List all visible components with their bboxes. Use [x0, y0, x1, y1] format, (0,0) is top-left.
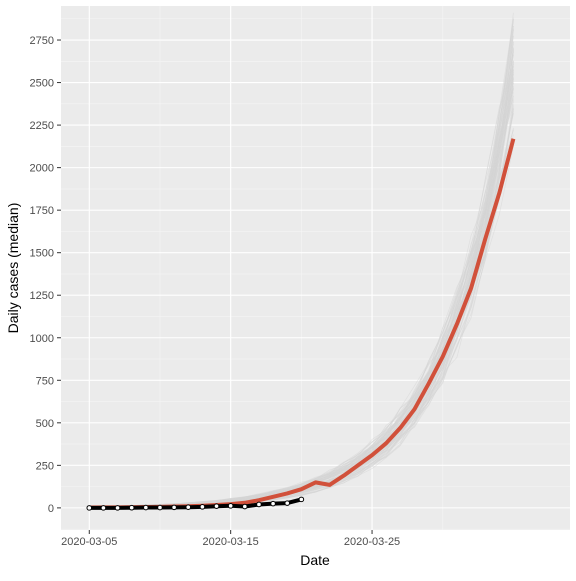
plot-panel [61, 6, 570, 530]
x-tick-label: 2020-03-25 [344, 536, 400, 548]
observed-point [242, 503, 248, 510]
observed-point [213, 503, 220, 509]
observed-point [86, 505, 93, 511]
y-tick-label: 750 [36, 375, 54, 387]
y-tick-label: 250 [36, 460, 54, 472]
observed-point [171, 504, 177, 511]
y-tick-label: 2250 [30, 120, 54, 132]
x-axis-title: Date [300, 552, 330, 568]
observed-point [256, 501, 262, 508]
observed-point [270, 500, 276, 507]
y-tick-label: 1250 [30, 290, 54, 302]
y-tick-label: 2750 [30, 35, 54, 47]
y-tick-label: 500 [36, 418, 54, 430]
observed-point [157, 504, 163, 511]
y-tick-label: 0 [48, 503, 54, 515]
y-tick-label: 1750 [30, 205, 54, 217]
observed-point [143, 504, 149, 511]
simulated-trajectory [89, 104, 514, 507]
x-tick-label: 2020-03-15 [203, 536, 259, 548]
axis-layer: 0 250 500 750 1000 1250 1500 1750 2000 2250 2500 27… [30, 35, 401, 548]
observed-cases-line [89, 497, 302, 510]
observed-point [185, 504, 192, 511]
observed-point [284, 500, 291, 506]
series-layer [86, 138, 516, 511]
observed-point [100, 505, 107, 511]
observed-point [227, 503, 234, 509]
x-tick-label: 2020-03-05 [61, 536, 117, 548]
observed-point [298, 496, 305, 503]
y-tick-label: 1000 [30, 333, 54, 345]
y-tick-label: 2000 [30, 163, 54, 175]
y-tick-label: 1500 [30, 248, 54, 260]
observed-point [199, 504, 206, 510]
observed-point [128, 504, 135, 511]
y-axis-title: Daily cases (median) [5, 203, 21, 334]
observed-point [114, 505, 121, 511]
y-tick-label: 2500 [30, 78, 54, 90]
